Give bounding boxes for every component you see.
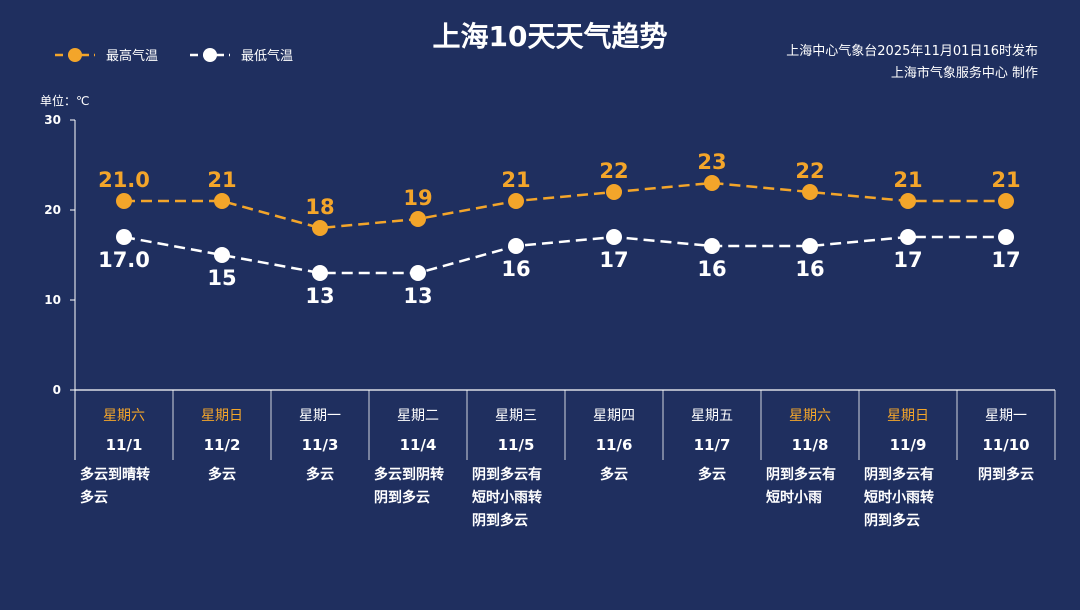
day-of-week: 星期六 — [103, 408, 145, 424]
weather-text: 阴到多云 — [864, 512, 920, 529]
legend-high-marker — [68, 48, 82, 62]
legend-low-marker — [203, 48, 217, 62]
low-temp-point — [116, 229, 132, 245]
weather-text: 阴到多云有 — [472, 466, 542, 483]
weather-text: 多云 — [600, 466, 628, 483]
low-temp-label: 17 — [893, 248, 922, 272]
high-temp-point — [410, 211, 426, 227]
low-temp-point — [802, 238, 818, 254]
date-label: 11/6 — [596, 436, 633, 454]
day-of-week: 星期三 — [495, 408, 537, 424]
series-layer: 21.0 21 18 19 21 22 23 22 21 21 17.0 15 13 13 16 17 16 16… — [98, 150, 1021, 308]
day-table: 星期六11/1多云到晴转多云星期日11/2多云星期一11/3多云星期二11/4多… — [74, 390, 1056, 529]
weather-text: 阴到多云有 — [766, 466, 836, 483]
high-temp-line — [124, 181, 1006, 230]
low-temp-label: 17 — [991, 248, 1020, 272]
day-of-week: 星期一 — [985, 408, 1027, 424]
low-temp-label: 17 — [599, 248, 628, 272]
y-tick-label: 0 — [53, 383, 61, 397]
high-temp-point — [998, 193, 1014, 209]
source-line-2: 上海市气象服务中心 制作 — [891, 65, 1038, 81]
day-of-week: 星期日 — [887, 408, 929, 424]
high-temp-point — [312, 220, 328, 236]
low-temp-point — [508, 238, 524, 254]
low-temp-label: 16 — [697, 257, 726, 281]
legend: 最高气温 最低气温 — [55, 48, 293, 64]
low-temp-line — [123, 235, 1006, 275]
weather-text: 短时小雨 — [766, 489, 822, 506]
high-temp-label: 23 — [697, 150, 726, 174]
chart-title: 上海10天天气趋势 — [433, 20, 668, 53]
day-of-week: 星期六 — [789, 408, 831, 424]
weather-text: 阴到多云 — [472, 512, 528, 529]
day-of-week: 星期四 — [593, 408, 635, 424]
high-temp-label: 22 — [599, 159, 628, 183]
low-temp-point — [312, 265, 328, 281]
weather-text: 多云 — [208, 466, 236, 483]
date-label: 11/10 — [982, 436, 1029, 454]
low-temp-point — [410, 265, 426, 281]
weather-text: 短时小雨转 — [864, 489, 934, 506]
date-label: 11/3 — [302, 436, 339, 454]
day-of-week: 星期五 — [691, 408, 733, 424]
low-temp-point — [214, 247, 230, 263]
low-temp-label: 16 — [795, 257, 824, 281]
date-label: 11/2 — [204, 436, 241, 454]
weather-text: 阴到多云 — [978, 466, 1034, 483]
high-temp-point — [214, 193, 230, 209]
weather-text: 阴到多云 — [374, 489, 430, 506]
high-temp-point — [508, 193, 524, 209]
day-of-week: 星期日 — [201, 408, 243, 424]
high-temp-label: 18 — [305, 195, 334, 219]
date-label: 11/1 — [106, 436, 143, 454]
weather-text: 多云 — [306, 466, 334, 483]
high-temp-label: 21 — [501, 168, 530, 192]
high-temp-label: 21 — [893, 168, 922, 192]
high-temp-label: 19 — [403, 186, 432, 210]
date-label: 11/8 — [792, 436, 829, 454]
unit-label: 单位：℃ — [40, 93, 89, 108]
high-temp-label: 21.0 — [98, 168, 150, 192]
low-temp-point — [606, 229, 622, 245]
low-temp-label: 15 — [207, 266, 236, 290]
low-temp-label: 13 — [305, 284, 334, 308]
high-temp-point — [900, 193, 916, 209]
low-temp-label: 17.0 — [98, 248, 150, 272]
high-temp-point — [802, 184, 818, 200]
legend-low-label: 最低气温 — [241, 48, 293, 64]
day-of-week: 星期一 — [299, 408, 341, 424]
high-temp-label: 22 — [795, 159, 824, 183]
day-of-week: 星期二 — [397, 408, 439, 424]
y-tick-label: 20 — [44, 203, 61, 217]
low-temp-point — [998, 229, 1014, 245]
date-label: 11/4 — [400, 436, 437, 454]
high-temp-point — [704, 175, 720, 191]
high-temp-label: 21 — [207, 168, 236, 192]
date-label: 11/9 — [890, 436, 927, 454]
low-temp-label: 16 — [501, 257, 530, 281]
weather-text: 短时小雨转 — [472, 489, 542, 506]
y-tick-label: 30 — [44, 113, 61, 127]
legend-high-label: 最高气温 — [106, 48, 158, 64]
weather-text: 阴到多云有 — [864, 466, 934, 483]
date-label: 11/5 — [498, 436, 535, 454]
y-tick-label: 10 — [44, 293, 61, 307]
weather-text: 多云到阴转 — [374, 466, 444, 483]
high-temp-point — [116, 193, 132, 209]
weather-text: 多云 — [80, 489, 108, 506]
date-label: 11/7 — [694, 436, 731, 454]
weather-text: 多云 — [698, 466, 726, 483]
source-line-1: 上海中心气象台2025年11月01日16时发布 — [786, 43, 1038, 59]
low-temp-point — [704, 238, 720, 254]
low-temp-point — [900, 229, 916, 245]
y-ticks: 0 10 20 30 — [44, 113, 75, 397]
weather-text: 多云到晴转 — [80, 466, 150, 483]
low-temp-label: 13 — [403, 284, 432, 308]
high-temp-label: 21 — [991, 168, 1020, 192]
high-temp-point — [606, 184, 622, 200]
